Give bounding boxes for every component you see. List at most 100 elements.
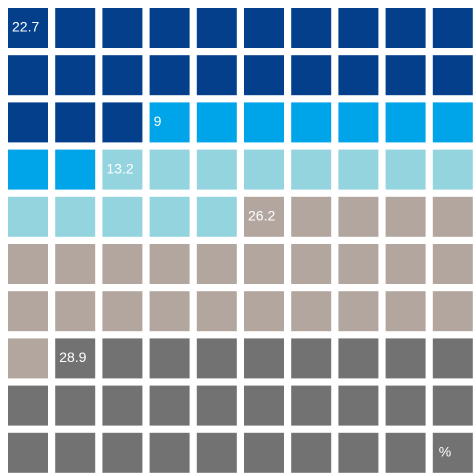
waffle-cell [338,291,379,332]
waffle-cell [385,385,426,426]
waffle-cell [338,244,379,284]
waffle-cell [196,55,237,96]
waffle-cell [8,196,48,237]
waffle-cell [8,149,48,190]
waffle-cell [55,244,96,284]
waffle-cell [196,338,237,379]
waffle-cell [432,196,473,237]
waffle-cell [102,8,143,48]
waffle-cell [291,432,332,473]
waffle-cell [196,291,237,332]
waffle-cell [338,385,379,426]
waffle-cell [385,196,426,237]
waffle-cell [432,338,473,379]
waffle-cell [8,102,48,143]
waffle-cell [291,102,332,143]
waffle-cell [102,385,143,426]
waffle-cell [149,338,190,379]
waffle-cell [338,8,379,48]
value-label: 22.7 [12,19,39,35]
waffle-cell [291,244,332,284]
waffle-cell [244,385,284,426]
waffle-cell [102,55,143,96]
waffle-cell [385,291,426,332]
waffle-cell [432,385,473,426]
waffle-cell [55,8,96,48]
waffle-cell [8,291,48,332]
waffle-cell [291,385,332,426]
waffle-cell [102,338,143,379]
waffle-cell [102,432,143,473]
waffle-cell [55,291,96,332]
waffle-cell [244,432,284,473]
waffle-cell [149,244,190,284]
waffle-cell [149,8,190,48]
waffle-cell [149,55,190,96]
waffle-cell [291,8,332,48]
waffle-cell [244,244,284,284]
waffle-cell [196,244,237,284]
waffle-cell [244,338,284,379]
waffle-cell [102,291,143,332]
value-label: 13.2 [106,160,133,176]
waffle-cell [196,149,237,190]
waffle-cell [102,244,143,284]
waffle-cell [8,55,48,96]
waffle-cell [196,196,237,237]
waffle-cell [291,338,332,379]
waffle-cell [244,55,284,96]
waffle-cell [385,149,426,190]
waffle-cell [244,291,284,332]
waffle-cell [149,385,190,426]
value-label: 28.9 [59,349,86,365]
waffle-cell [55,196,96,237]
waffle-cell [8,338,48,379]
waffle-cell [8,385,48,426]
waffle-cell [432,244,473,284]
waffle-cell [55,149,96,190]
waffle-cell [102,102,143,143]
waffle-cell [244,102,284,143]
waffle-cell [149,196,190,237]
waffle-cell [55,338,96,379]
waffle-cell [291,291,332,332]
waffle-cell [102,149,143,190]
waffle-cell [385,8,426,48]
waffle-cell [432,432,473,473]
waffle-cell [291,196,332,237]
waffle-cell [55,55,96,96]
waffle-cell [385,244,426,284]
value-label: 9 [154,113,162,129]
value-label: 26.2 [248,208,275,224]
waffle-cell [338,338,379,379]
waffle-cell [385,432,426,473]
waffle-cell [432,55,473,96]
waffle-cell [8,432,48,473]
waffle-cell [291,149,332,190]
waffle-cell [149,291,190,332]
waffle-cell [291,55,332,96]
waffle-cell [432,102,473,143]
waffle-cell [149,102,190,143]
waffle-cell [8,244,48,284]
unit-label: % [439,444,451,460]
waffle-cell [432,8,473,48]
waffle-cell [102,196,143,237]
waffle-cell [385,338,426,379]
waffle-cell [338,196,379,237]
waffle-cell [149,432,190,473]
waffle-cell [244,8,284,48]
waffle-cell [149,149,190,190]
waffle-cell [432,291,473,332]
waffle-cell [432,149,473,190]
waffle-cell [385,102,426,143]
waffle-cell [55,432,96,473]
waffle-cell [385,55,426,96]
waffle-cell [196,102,237,143]
waffle-cell [338,432,379,473]
waffle-cell [338,149,379,190]
waffle-cell [8,8,48,48]
waffle-cell [196,385,237,426]
waffle-cell [244,196,284,237]
